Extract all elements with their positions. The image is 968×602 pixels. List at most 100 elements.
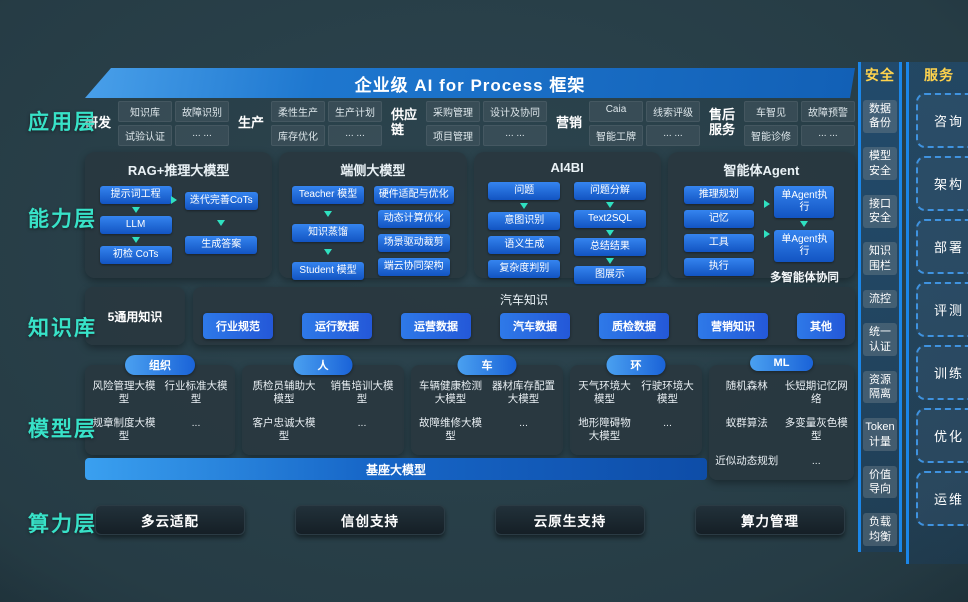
auto-knowledge-pills: 行业规范 运行数据 运营数据 汽车数据 质检数据 营销知识 其他 (203, 313, 845, 339)
model-grid: 车辆健康检测大模型 器材库存配置大模型 故障维修大模型 ... (415, 380, 559, 444)
app-cell: 试验认证 (118, 124, 173, 146)
ai4bi-flow-right: 问题分解 Text2SQL 总结结果 图展示 (573, 182, 646, 284)
arrow-down-icon (605, 230, 614, 236)
arrow-right-icon (763, 230, 770, 238)
arrow-down-icon (324, 211, 333, 217)
capability-box-rag: RAG+推理大模型 提示词工程 LLM 初检 CoTs 迭代完善CoTs 生成答… (85, 152, 273, 278)
flow-node: 提示词工程 (99, 186, 172, 204)
knowledge-pill: 运行数据 (302, 313, 372, 339)
app-group-cells: 柔性生产 生产计划 库存优化 ... ... (271, 100, 383, 146)
app-group-cells: 知识库 故障识别 试验认证 ... ... (118, 100, 230, 146)
flow-node: 复杂度判别 (488, 260, 561, 278)
application-layer-row: 研发 知识库 故障识别 试验认证 ... ... 生产 柔性生产 生产计划 库存… (85, 100, 855, 146)
service-item: 部署 (916, 219, 968, 274)
auto-knowledge-title: 汽车知识 (499, 293, 548, 307)
capability-box-title: AI4BI (550, 160, 584, 175)
stack-node: 硬件适配与优化 (373, 186, 454, 204)
app-group-cells: 车智见 故障预警 智能诊修 ... ... (743, 100, 855, 146)
security-item: Token计量 (863, 418, 897, 451)
flow-node: LLM (99, 216, 172, 234)
model-item: 近似动态规划 (715, 454, 779, 467)
security-item: 接口安全 (863, 194, 897, 228)
capability-layer-row: RAG+推理大模型 提示词工程 LLM 初检 CoTs 迭代完善CoTs 生成答… (85, 152, 855, 284)
app-cell: 故障识别 (175, 100, 230, 122)
app-cell: 智能工牌 (589, 124, 643, 146)
auto-knowledge-box: 汽车知识 行业规范 运行数据 运营数据 汽车数据 质检数据 营销知识 其他 (193, 287, 855, 345)
arrow-down-icon (520, 203, 529, 209)
agent-executor: 单Agent执行 (774, 186, 835, 218)
agent-component: 记忆 (683, 210, 754, 228)
agent-components: 推理规划 记忆 工具 执行 (683, 186, 754, 285)
model-group-label: ML (749, 355, 814, 371)
app-group-label: 供应链 (391, 107, 418, 137)
app-cell: ... ... (328, 124, 383, 146)
security-item: 价值导向 (863, 465, 897, 499)
model-item: 随机森林 (725, 380, 768, 392)
knowledge-pill: 行业规范 (203, 313, 273, 339)
agent-component: 推理规划 (683, 186, 754, 204)
flow-node: 初检 CoTs (99, 246, 172, 264)
base-model-bar: 基座大模型 (85, 458, 707, 480)
app-cell: Caia (589, 100, 643, 122)
flow-node: 意图识别 (488, 212, 561, 230)
title-banner: 企业级 AI for Process 框架 (85, 68, 855, 98)
flow-node: Teacher 模型 (292, 186, 365, 204)
model-group-vehicle: 车 车辆健康检测大模型 器材库存配置大模型 故障维修大模型 ... (411, 355, 563, 455)
knowledge-pill: 质检数据 (599, 313, 669, 339)
model-item: 长短期记忆网络 (784, 380, 848, 406)
agent-executor: 单Agent执行 (774, 230, 835, 262)
page-title: 企业级 AI for Process 框架 (354, 75, 586, 95)
app-cell: 线索评级 (646, 100, 700, 122)
model-item: 质检员辅助大模型 (252, 380, 316, 406)
layer-label-knowledge: 知识库 (28, 317, 97, 340)
app-group-aftersales: 售后服务 车智见 故障预警 智能诊修 ... ... (708, 100, 855, 146)
model-item: ... (357, 417, 367, 430)
app-cell: 车智见 (743, 100, 798, 122)
app-group-cells: Caia 线索评级 智能工牌 ... ... (589, 100, 700, 146)
compute-item: 云原生支持 (495, 505, 645, 535)
app-group-cells: 采购管理 设计及协同 项目管理 ... ... (426, 100, 547, 146)
compute-layer-row: 多云适配 信创支持 云原生支持 算力管理 (85, 505, 855, 535)
security-item: 模型安全 (863, 147, 897, 181)
app-group-label: 售后服务 (708, 107, 735, 137)
agent-component: 工具 (683, 234, 754, 252)
security-header: 安全 (865, 67, 895, 83)
knowledge-pill: 运营数据 (401, 313, 471, 339)
model-item: ... (663, 417, 672, 430)
service-item: 架构 (916, 156, 968, 211)
knowledge-pill: 汽车数据 (500, 313, 570, 339)
capability-box-edge: 端侧大模型 Teacher 模型 知识蒸馏 Student 模型 硬件适配与优化… (279, 152, 467, 280)
model-item: 天气环境大模型 (578, 380, 631, 406)
security-item: 流控 (863, 289, 897, 309)
capability-box-ai4bi: AI4BI 问题 意图识别 语义生成 复杂度判别 问题分解 Text2SQL 总… (473, 152, 661, 284)
flow-node: 问题分解 (573, 182, 646, 200)
stack-node: 场景驱动裁剪 (377, 234, 450, 252)
model-item: 销售培训大模型 (330, 380, 394, 406)
service-header: 服务 (924, 67, 954, 83)
model-grid: 风险管理大模型 行业标准大模型 规章制度大模型 ... (89, 380, 231, 444)
service-item: 优化 (916, 408, 968, 463)
model-item: 行驶环境大模型 (641, 380, 694, 406)
app-cell: 知识库 (118, 100, 173, 122)
edge-flow: Teacher 模型 知识蒸馏 Student 模型 硬件适配与优化 动态计算优… (287, 186, 458, 280)
layer-label-capability: 能力层 (28, 208, 97, 231)
stack-node: 端云协同架构 (377, 258, 450, 276)
model-item: 地形障碍物大模型 (578, 417, 631, 443)
model-item: 故障维修大模型 (419, 417, 482, 443)
model-group-people: 人 质检员辅助大模型 销售培训大模型 客户忠诚大模型 ... (242, 355, 404, 455)
knowledge-pill: 其他 (797, 313, 845, 339)
rag-flow-right: 迭代完善CoTs 生成答案 (184, 186, 258, 264)
app-cell: ... ... (646, 124, 700, 146)
multi-agent-caption: 多智能体协同 (769, 272, 839, 284)
app-cell: 设计及协同 (483, 100, 547, 122)
layer-label-compute: 算力层 (28, 513, 97, 536)
flow-node: 知识蒸馏 (292, 224, 365, 242)
security-item: 统一认证 (863, 323, 897, 356)
app-group-label: 研发 (85, 114, 112, 130)
app-group-label: 营销 (555, 114, 582, 130)
arrow-down-icon (131, 207, 140, 213)
model-grid: 天气环境大模型 行驶环境大模型 地形障碍物大模型 ... (574, 380, 698, 444)
arrow-down-icon (324, 249, 333, 255)
model-group-organization: 组织 风险管理大模型 行业标准大模型 规章制度大模型 ... (85, 355, 235, 455)
model-item: ... (191, 417, 201, 430)
